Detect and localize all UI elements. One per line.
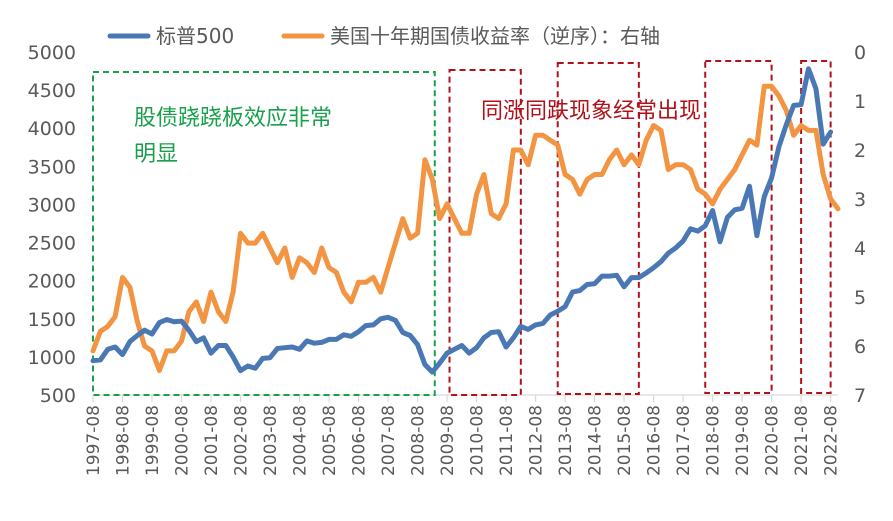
annotation-seesaw-line1: 股债跷跷板效应非常 [134, 106, 332, 131]
y-right-tick-label: 3 [854, 189, 866, 211]
annotation-comove: 同涨同跌现象经常出现 [481, 99, 701, 124]
legend-label-treasury: 美国十年期国债收益率（逆序）：右轴 [330, 24, 660, 48]
x-tick-label: 2017-08 [674, 405, 694, 476]
comove-box-2 [556, 62, 640, 395]
y-left-tick-label: 3000 [28, 194, 76, 216]
y-left-tick-label: 2500 [28, 233, 76, 255]
series-line-sp500 [90, 66, 834, 375]
y-left-tick-label: 1000 [28, 347, 76, 369]
y-axis-right: 0 1 2 3 4 5 6 7 [854, 42, 866, 407]
x-tick-label: 2008-08 [409, 405, 429, 476]
series-line-treasury-yield [90, 83, 841, 373]
y-left-tick-label: 4500 [28, 80, 76, 102]
y-axis-left: 500 1000 1500 2000 2500 3000 3500 4000 4500 5000 [28, 42, 76, 407]
y-right-tick-label: 5 [854, 287, 866, 309]
x-tick-label: 2006-08 [350, 405, 370, 476]
x-tick-label: 1999-08 [143, 405, 163, 476]
y-left-tick-label: 3500 [28, 156, 76, 178]
x-tick-label: 2014-08 [586, 405, 606, 476]
series-lines [90, 66, 841, 375]
x-axis: 1997-08 1998-08 1999-08 2000-08 2001-08 2002-… [84, 394, 842, 476]
annotation-seesaw-line2: 明显 [134, 142, 178, 167]
x-tick-label: 2011-08 [497, 405, 517, 476]
y-left-tick-label: 2000 [28, 271, 76, 293]
comove-box-4 [800, 60, 832, 394]
x-tick-label: 2007-08 [379, 405, 399, 476]
x-tick-label: 2013-08 [556, 405, 576, 476]
y-left-tick-label: 5000 [28, 42, 76, 64]
comove-box-1 [448, 69, 522, 396]
x-tick-label: 2009-08 [438, 405, 458, 476]
x-tick-label: 2021-08 [792, 405, 812, 476]
legend-label-sp500: 标普500 [156, 24, 234, 48]
x-tick-label: 2022-08 [822, 405, 842, 476]
x-tick-label: 1998-08 [114, 405, 134, 476]
y-right-tick-label: 6 [854, 336, 866, 358]
x-tick-label: 2004-08 [291, 405, 311, 476]
y-right-tick-label: 7 [854, 385, 866, 407]
x-tick-label: 2000-08 [173, 405, 193, 476]
y-right-tick-label: 4 [854, 238, 866, 260]
x-tick-label: 2018-08 [704, 405, 724, 476]
x-tick-label: 2015-08 [615, 405, 635, 476]
x-tick-label: 2020-08 [763, 405, 783, 476]
x-tick-label: 2005-08 [320, 405, 340, 476]
x-tick-label: 2012-08 [527, 405, 547, 476]
x-tick-label: 1997-08 [84, 405, 104, 476]
x-tick-label: 2002-08 [232, 405, 252, 476]
x-tick-label: 2019-08 [733, 405, 753, 476]
y-right-tick-label: 0 [854, 42, 866, 64]
y-right-tick-label: 1 [854, 91, 866, 113]
seesaw-box [92, 71, 436, 396]
x-tick-label: 2010-08 [468, 405, 488, 476]
x-tick-label: 2016-08 [645, 405, 665, 476]
y-left-tick-label: 4000 [28, 118, 76, 140]
y-right-tick-label: 2 [854, 140, 866, 162]
y-left-tick-label: 1500 [28, 309, 76, 331]
x-tick-label: 2001-08 [202, 405, 222, 476]
x-tick-label: 2003-08 [261, 405, 281, 476]
legend: 标普500 美国十年期国债收益率（逆序）：右轴 [107, 24, 660, 48]
y-left-tick-label: 500 [40, 385, 76, 407]
